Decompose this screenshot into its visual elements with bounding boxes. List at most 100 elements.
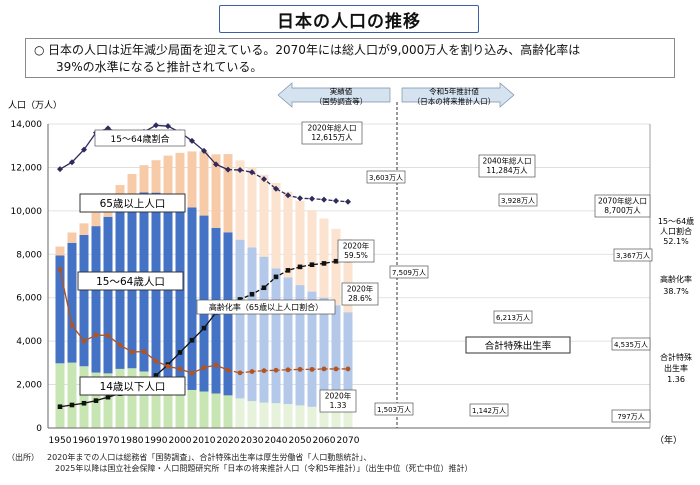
bar-young (259, 402, 269, 428)
source-line-1: 2020年までの人口は総務省「国勢調査」、合計特殊出生率は厚生労働省「人口動態統… (47, 453, 372, 462)
y-tick-label: 12,000 (11, 163, 43, 173)
total-2020-text: 12,615万人 (311, 133, 353, 142)
bar-young (331, 409, 341, 428)
tfr-2020-box (319, 389, 357, 413)
bar-working (55, 255, 65, 364)
x-tick-label: 2060 (313, 436, 336, 446)
bar-working (175, 200, 185, 388)
aging-rate-point (153, 373, 159, 378)
young-2040-box (469, 403, 509, 417)
aging-rate-point (237, 297, 243, 302)
x-tick-label: 2050 (289, 436, 312, 446)
aging-rate-point (321, 261, 327, 266)
aging-rate-point (93, 398, 99, 403)
tfr-point (81, 338, 87, 344)
bar-working (343, 312, 353, 411)
tfr-point (261, 368, 267, 374)
lbl-working-ratio-box (94, 129, 186, 147)
bar-working (295, 285, 305, 406)
working-ratio-point (273, 185, 279, 192)
y-tick-label: 14,000 (11, 120, 43, 130)
bar-young (223, 395, 233, 428)
bar-working (259, 256, 269, 403)
lbl-young-text: 14歳以下人口 (100, 381, 166, 393)
total-2040-text: 11,284万人 (486, 166, 528, 175)
ratio-2020-text: 59.5% (344, 251, 368, 260)
y-tick-label: 0 (36, 424, 42, 434)
y-tick-label: 6,000 (16, 294, 42, 304)
aging-rate-point (273, 274, 279, 280)
right-label-aging: 高齢化率 (660, 274, 692, 284)
actual-sublabel: （国勢調査等） (315, 96, 368, 106)
bar-elderly (91, 212, 101, 227)
working-ratio-point (225, 166, 231, 173)
bar-elderly (163, 155, 173, 196)
young-2040-text: 1,142万人 (472, 407, 506, 415)
tfr-point (285, 367, 291, 373)
bar-working (187, 207, 197, 390)
total-2070-box (594, 194, 651, 218)
aging-rate-point (69, 402, 75, 408)
bar-elderly (283, 191, 293, 278)
working-ratio-point (201, 147, 207, 154)
source-line-2: 2025年以降は国立社会保障・人口問題研究所「日本の将来推計人口（令和5年推計）… (55, 464, 473, 473)
working-ratio-point (81, 146, 87, 153)
x-tick-label: 1960 (73, 436, 96, 446)
tfr-point (333, 366, 339, 372)
x-tick-label: 2010 (193, 436, 216, 446)
working-2020-text: 7,509万人 (392, 269, 426, 277)
elderly-2020-text: 3,603万人 (369, 174, 403, 182)
bar-young (163, 384, 173, 428)
projection-sublabel: （日本の将来推計人口） (413, 96, 496, 106)
elderly-2070-box (613, 248, 653, 262)
bar-elderly (319, 218, 329, 298)
tfr-point (225, 367, 231, 373)
tfr-point (165, 363, 171, 369)
lbl-young-box (79, 376, 186, 396)
bar-working (91, 226, 101, 373)
bar-elderly (187, 151, 197, 208)
annotations-layer: 実績値（国勢調査等） 令和5年推計値（日本の将来推計人口） 2020年総人口12,6… (77, 82, 694, 423)
bar-young (247, 401, 257, 428)
tfr-point (321, 366, 327, 372)
working-2020-box (389, 265, 429, 279)
ratio-2020-box (337, 239, 375, 263)
bar-young (139, 371, 149, 428)
bar-elderly (235, 160, 245, 240)
bar-young (127, 368, 137, 428)
summary-line-1: 日本の人口は近年減少局面を迎えている。2070年には総人口が9,000万人を割り… (48, 43, 581, 57)
total-2070-text: 8,700万人 (604, 206, 641, 215)
bar-elderly (199, 151, 209, 216)
aging-rate-point (201, 325, 207, 331)
total-2070-text: 2070年総人口 (598, 196, 647, 206)
bar-elderly (211, 154, 221, 228)
working-ratio-point (69, 159, 75, 166)
aging-rate-point (309, 262, 315, 268)
right-label-working-ratio: 15～64歳 (658, 216, 694, 226)
bar-elderly (343, 239, 353, 313)
source-tag: （出所） (7, 453, 39, 462)
aging-rate-point (261, 285, 267, 291)
x-tick-label: 1990 (145, 436, 168, 446)
lbl-elderly-box (79, 193, 186, 213)
tfr-point (177, 366, 183, 372)
x-tick-label: 1970 (97, 436, 120, 446)
right-label-tfr: 1.36 (667, 375, 685, 384)
bar-young (79, 366, 89, 428)
x-axis-unit: （年） (655, 434, 682, 446)
aging-rate-point (57, 404, 63, 410)
x-tick-label: 2030 (241, 436, 264, 446)
bar-elderly (175, 152, 185, 201)
aging-rate-point (189, 337, 195, 343)
bar-elderly (127, 173, 137, 198)
bar-elderly (295, 200, 305, 286)
elderly-2020-box (366, 170, 406, 184)
bar-young (295, 405, 305, 428)
bar-working (307, 291, 317, 407)
aging-rate-point (297, 264, 303, 270)
elderly-2070-text: 3,367万人 (616, 252, 650, 260)
working-ratio-point (153, 122, 159, 129)
aging-rate-point (105, 394, 111, 400)
aging-2020-box (341, 282, 379, 306)
